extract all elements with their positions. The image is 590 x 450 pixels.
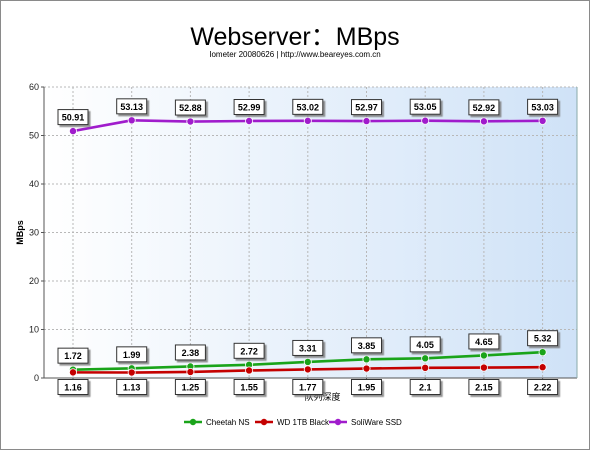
data-label-cheetah-ns-8: 5.32 [534,334,552,344]
grid-lines [44,86,577,378]
label-box-soliware-ssd-1 [116,98,148,115]
y-tick-label-0: 0 [34,373,39,383]
label-box-wd-1tb-black-2 [174,379,206,395]
y-tick-label-1: 10 [29,325,39,335]
y-tick-label-5: 50 [29,131,39,141]
point-soliware-ssd-3 [245,116,254,125]
y-axis-title: MBps [15,220,25,245]
data-label-soliware-ssd-8: 53.03 [531,102,554,112]
label-box-soliware-ssd-4 [292,98,324,115]
point-wd-1tb-black-1 [127,368,136,377]
point-soliware-ssd-2 [186,117,195,126]
label-box-cheetah-ns-0 [57,347,89,364]
label-box-wd-1tb-black-8 [527,379,559,395]
point-soliware-ssd-6 [421,116,430,125]
y-tick-label-6: 60 [29,82,39,92]
legend-label-soliware-ssd: SoliWare SSD [351,418,402,427]
point-wd-1tb-black-8 [538,363,547,372]
label-box-wd-1tb-black-0 [57,379,89,395]
label-box-soliware-ssd-2 [174,99,206,116]
data-label-wd-1tb-black-0: 1.16 [64,383,82,393]
legend-marker-soliware-ssd [334,418,342,426]
data-label-soliware-ssd-2: 52.88 [179,103,202,113]
label-box-cheetah-ns-5 [351,337,382,354]
point-wd-1tb-black-2 [186,367,195,376]
label-box-wd-1tb-black-5 [351,379,382,395]
point-wd-1tb-black-4 [303,365,312,374]
legend-marker-cheetah-ns [189,418,197,426]
data-label-cheetah-ns-3: 2.72 [240,346,258,356]
y-tick-label-3: 30 [29,228,39,238]
data-label-cheetah-ns-4: 3.31 [299,343,317,353]
data-label-wd-1tb-black-2: 1.25 [182,383,200,393]
data-label-wd-1tb-black-4: 1.77 [299,383,317,393]
y-tick-label-2: 20 [29,276,39,286]
data-label-wd-1tb-black-8: 2.22 [534,383,552,393]
data-label-wd-1tb-black-1: 1.13 [123,383,141,393]
point-soliware-ssd-7 [479,117,488,126]
point-soliware-ssd-0 [69,127,78,136]
point-soliware-ssd-5 [362,117,371,126]
data-label-soliware-ssd-3: 52.99 [238,102,261,112]
series-lines [69,116,547,377]
label-box-cheetah-ns-4 [292,339,324,356]
point-cheetah-ns-8 [538,348,547,357]
point-wd-1tb-black-3 [245,366,254,375]
point-soliware-ssd-4 [303,116,312,125]
data-label-soliware-ssd-0: 50.91 [62,113,85,123]
data-label-cheetah-ns-7: 4.65 [475,337,493,347]
data-label-soliware-ssd-7: 52.92 [473,103,496,113]
label-box-cheetah-ns-3 [233,342,265,359]
data-label-wd-1tb-black-3: 1.55 [240,383,258,393]
point-wd-1tb-black-0 [69,368,78,377]
label-box-wd-1tb-black-1 [116,379,148,395]
chart-subtitle: Iometer 20080626 | http://www.beareyes.c… [209,50,381,59]
label-box-wd-1tb-black-6 [409,379,441,395]
label-box-cheetah-ns-8 [527,330,559,347]
point-cheetah-ns-5 [362,355,371,364]
label-box-cheetah-ns-1 [116,346,148,363]
label-box-soliware-ssd-3 [233,98,265,115]
data-label-soliware-ssd-1: 53.13 [120,102,143,112]
data-label-soliware-ssd-4: 53.02 [297,102,320,112]
label-box-soliware-ssd-7 [468,99,500,116]
data-label-wd-1tb-black-7: 2.15 [475,383,493,393]
label-box-cheetah-ns-2 [174,344,206,361]
point-wd-1tb-black-6 [421,363,430,372]
point-soliware-ssd-8 [538,116,547,125]
label-box-soliware-ssd-6 [409,98,441,115]
data-label-cheetah-ns-6: 4.05 [416,340,434,350]
label-box-wd-1tb-black-7 [468,379,500,395]
point-cheetah-ns-4 [303,357,312,366]
data-label-cheetah-ns-1: 1.99 [123,350,141,360]
legend: Cheetah NS WD 1TB Black SoliWare SSD [184,418,402,427]
legend-label-wd-1tb-black: WD 1TB Black [277,418,330,427]
data-labels: 1.72 1.99 2.38 2.72 3.31 3.85 4.05 4.65 5.32 1.16… [57,98,559,395]
legend-label-cheetah-ns: Cheetah NS [206,418,250,427]
y-tick-label-4: 40 [29,179,39,189]
point-cheetah-ns-6 [421,354,430,363]
data-label-wd-1tb-black-5: 1.95 [358,383,376,393]
point-wd-1tb-black-5 [362,364,371,373]
label-box-soliware-ssd-8 [527,98,559,115]
label-box-wd-1tb-black-4 [292,379,324,395]
data-label-wd-1tb-black-6: 2.1 [419,383,432,393]
label-box-cheetah-ns-7 [468,333,500,350]
data-label-soliware-ssd-6: 53.05 [414,102,437,112]
point-wd-1tb-black-7 [479,363,488,372]
x-axis-title: 队列深度 [304,391,340,402]
chart-title: Webserver：MBps [190,23,400,51]
data-label-cheetah-ns-5: 3.85 [358,341,376,351]
point-cheetah-ns-7 [479,351,488,360]
data-label-cheetah-ns-0: 1.72 [64,351,82,361]
label-box-cheetah-ns-6 [409,336,441,353]
legend-marker-wd-1tb-black [260,418,268,426]
label-box-wd-1tb-black-3 [233,379,265,395]
data-label-soliware-ssd-5: 52.97 [355,103,378,113]
point-soliware-ssd-1 [127,116,136,125]
label-box-soliware-ssd-5 [351,99,382,116]
data-label-cheetah-ns-2: 2.38 [182,348,200,358]
label-box-soliware-ssd-0 [57,109,89,126]
